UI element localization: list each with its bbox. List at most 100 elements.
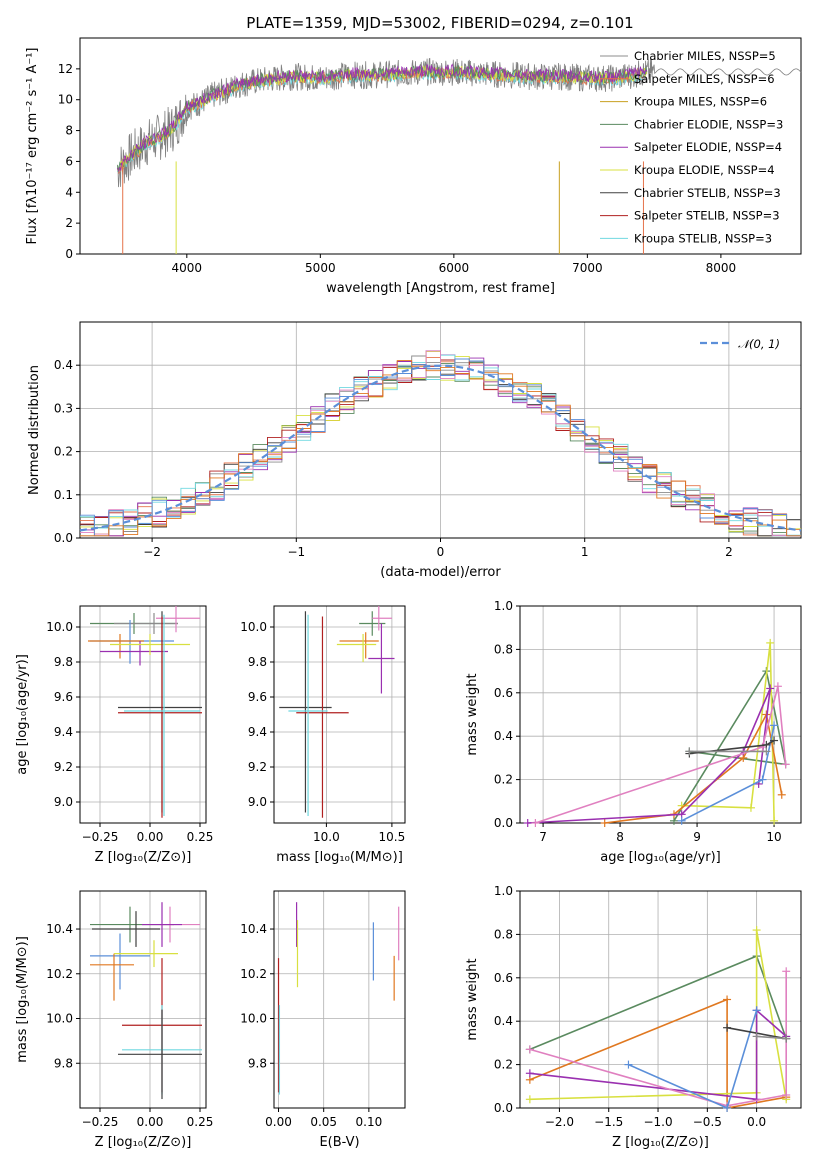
x-tick-label: 0.0 xyxy=(747,1115,766,1129)
mass-weight-line xyxy=(535,686,787,824)
y-tick-label: 0 xyxy=(65,247,73,261)
y-tick-label: 10.2 xyxy=(240,967,267,981)
x-tick-label: −2.0 xyxy=(545,1115,574,1129)
y-tick-label: 9.4 xyxy=(248,725,267,739)
x-tick-label: 10.5 xyxy=(379,830,406,844)
x-tick-label: −1.5 xyxy=(594,1115,623,1129)
y-tick-label: 9.4 xyxy=(54,725,73,739)
y-tick-label: 9.2 xyxy=(248,760,267,774)
age-vs-metallicity-panel: −0.25 0.00 0.25 9.0 9.2 9.4 9.6 9.8 10.0 Z [log₁₀… xyxy=(15,605,214,865)
y-tick-label: 2 xyxy=(65,216,73,230)
y-tick-label: 9.6 xyxy=(54,690,73,704)
spectrum-panel: 4000 5000 6000 7000 8000 0 2 4 6 8 10 12 wavelength … xyxy=(25,37,802,296)
y-axis-label: Normed distribution xyxy=(27,365,42,495)
axes-frame xyxy=(79,890,207,1109)
y-tick-label: 0.3 xyxy=(54,401,73,415)
x-tick-label: 0 xyxy=(437,545,445,559)
x-axis-label: mass [log₁₀(M/M⊙)] xyxy=(276,850,403,865)
x-tick-label: 8000 xyxy=(706,261,737,275)
y-tick-label: 6 xyxy=(65,154,73,168)
y-tick-label: 1.0 xyxy=(494,884,513,898)
y-axis-label: Flux [fλ10⁻¹⁷ erg cm⁻² s⁻¹ A⁻¹] xyxy=(25,48,40,245)
y-tick-label: 0.4 xyxy=(54,358,73,372)
y-tick-label: 9.8 xyxy=(248,1056,267,1070)
y-tick-label: 0.4 xyxy=(494,1014,513,1028)
y-axis-label: mass weight xyxy=(465,958,480,1040)
y-tick-label: 0.0 xyxy=(494,816,513,830)
age-vs-mass-panel: 10.0 10.5 9.0 9.2 9.4 9.6 9.8 10.0 mass [log₁₀(M… xyxy=(240,605,406,865)
y-tick-label: 0.0 xyxy=(494,1101,513,1115)
y-tick-label: 10.4 xyxy=(46,922,73,936)
x-tick-label: 8 xyxy=(616,830,624,844)
weight-vs-age-panel: 7 8 9 10 0.0 0.2 0.4 0.6 0.8 1.0 age [log₁₀(age/yr… xyxy=(465,599,802,865)
x-tick-label: 10 xyxy=(766,830,781,844)
axes-frame xyxy=(273,890,406,1109)
legend-entry: Salpeter ELODIE, NSSP=4 xyxy=(634,140,782,154)
x-tick-label: 10.0 xyxy=(313,830,340,844)
axes-frame xyxy=(79,37,802,255)
x-tick-label: 5000 xyxy=(305,261,336,275)
y-tick-label: 9.6 xyxy=(248,690,267,704)
legend-entry: Chabrier MILES, NSSP=5 xyxy=(634,49,776,63)
y-tick-label: 0.6 xyxy=(494,971,513,985)
x-tick-label: 0.00 xyxy=(137,830,164,844)
y-tick-label: 10.4 xyxy=(240,922,267,936)
axes-frame xyxy=(519,890,802,1109)
x-tick-label: 1 xyxy=(581,545,589,559)
y-tick-label: 9.2 xyxy=(54,760,73,774)
y-tick-label: 9.0 xyxy=(248,795,267,809)
x-tick-label: 2 xyxy=(725,545,733,559)
x-axis-label: wavelength [Angstrom, rest frame] xyxy=(326,281,555,296)
mass-weight-line xyxy=(529,1008,787,1101)
legend-entry: Chabrier STELIB, NSSP=3 xyxy=(634,186,781,200)
y-tick-label: 9.8 xyxy=(54,655,73,669)
x-tick-label: 6000 xyxy=(439,261,470,275)
y-tick-label: 0.6 xyxy=(494,686,513,700)
y-tick-label: 8 xyxy=(65,124,73,138)
x-tick-label: −1.0 xyxy=(643,1115,672,1129)
x-axis-label: (data-model)/error xyxy=(380,565,501,580)
y-tick-label: 9.0 xyxy=(54,795,73,809)
y-tick-label: 10.0 xyxy=(240,1012,267,1026)
legend-entry: Salpeter STELIB, NSSP=3 xyxy=(634,209,780,223)
x-tick-label: 0.25 xyxy=(187,830,214,844)
y-tick-label: 0.8 xyxy=(494,642,513,656)
x-tick-label: 0.10 xyxy=(356,1115,383,1129)
mass-weight-line xyxy=(529,971,787,1107)
y-tick-label: 0.2 xyxy=(494,773,513,787)
x-axis-label: Z [log₁₀(Z/Z⊙)] xyxy=(612,1135,709,1150)
y-tick-label: 0.8 xyxy=(494,927,513,941)
y-tick-label: 12 xyxy=(58,62,73,76)
mass-weight-line xyxy=(756,1035,787,1040)
y-axis-label: age [log₁₀(age/yr)] xyxy=(15,654,30,775)
model-spectrum-line xyxy=(117,63,648,173)
y-axis-label: mass [log₁₀(M/M⊙)] xyxy=(15,936,30,1063)
y-tick-label: 9.8 xyxy=(54,1056,73,1070)
x-tick-label: −0.25 xyxy=(82,1115,119,1129)
y-tick-label: 10 xyxy=(58,93,73,107)
x-axis-label: Z [log₁₀(Z/Z⊙)] xyxy=(95,1135,192,1150)
legend-entry: Kroupa MILES, NSSP=6 xyxy=(634,95,767,109)
y-tick-label: 10.0 xyxy=(46,620,73,634)
residual-histogram-panel: −2 −1 0 1 2 0.0 0.1 0.2 0.3 0.4 (data-model)/error… xyxy=(27,321,802,580)
y-tick-label: 0.4 xyxy=(494,729,513,743)
y-tick-label: 1.0 xyxy=(494,599,513,613)
x-tick-label: −0.25 xyxy=(82,830,119,844)
axes-frame xyxy=(273,605,406,824)
x-tick-label: 4000 xyxy=(172,261,203,275)
normal-distribution-curve xyxy=(79,364,802,532)
y-tick-label: 0.2 xyxy=(494,1058,513,1072)
mass-vs-extinction-panel: 0.00 0.05 0.10 9.8 10.0 10.2 10.4 E(B-V) xyxy=(240,890,406,1150)
x-tick-label: 0.05 xyxy=(310,1115,337,1129)
x-tick-label: −2 xyxy=(143,545,161,559)
x-tick-label: 0.25 xyxy=(187,1115,214,1129)
x-tick-label: 9 xyxy=(693,830,701,844)
legend-entry: Kroupa ELODIE, NSSP=4 xyxy=(634,163,775,177)
legend-entry: Kroupa STELIB, NSSP=3 xyxy=(634,231,772,245)
y-tick-label: 0.1 xyxy=(54,488,73,502)
x-tick-label: −0.5 xyxy=(693,1115,722,1129)
y-tick-label: 0.2 xyxy=(54,445,73,459)
mass-vs-metallicity-panel: −0.25 0.00 0.25 9.8 10.0 10.2 10.4 Z [log₁₀(Z/Z… xyxy=(15,890,214,1150)
legend-entry: Chabrier ELODIE, NSSP=3 xyxy=(634,117,783,131)
